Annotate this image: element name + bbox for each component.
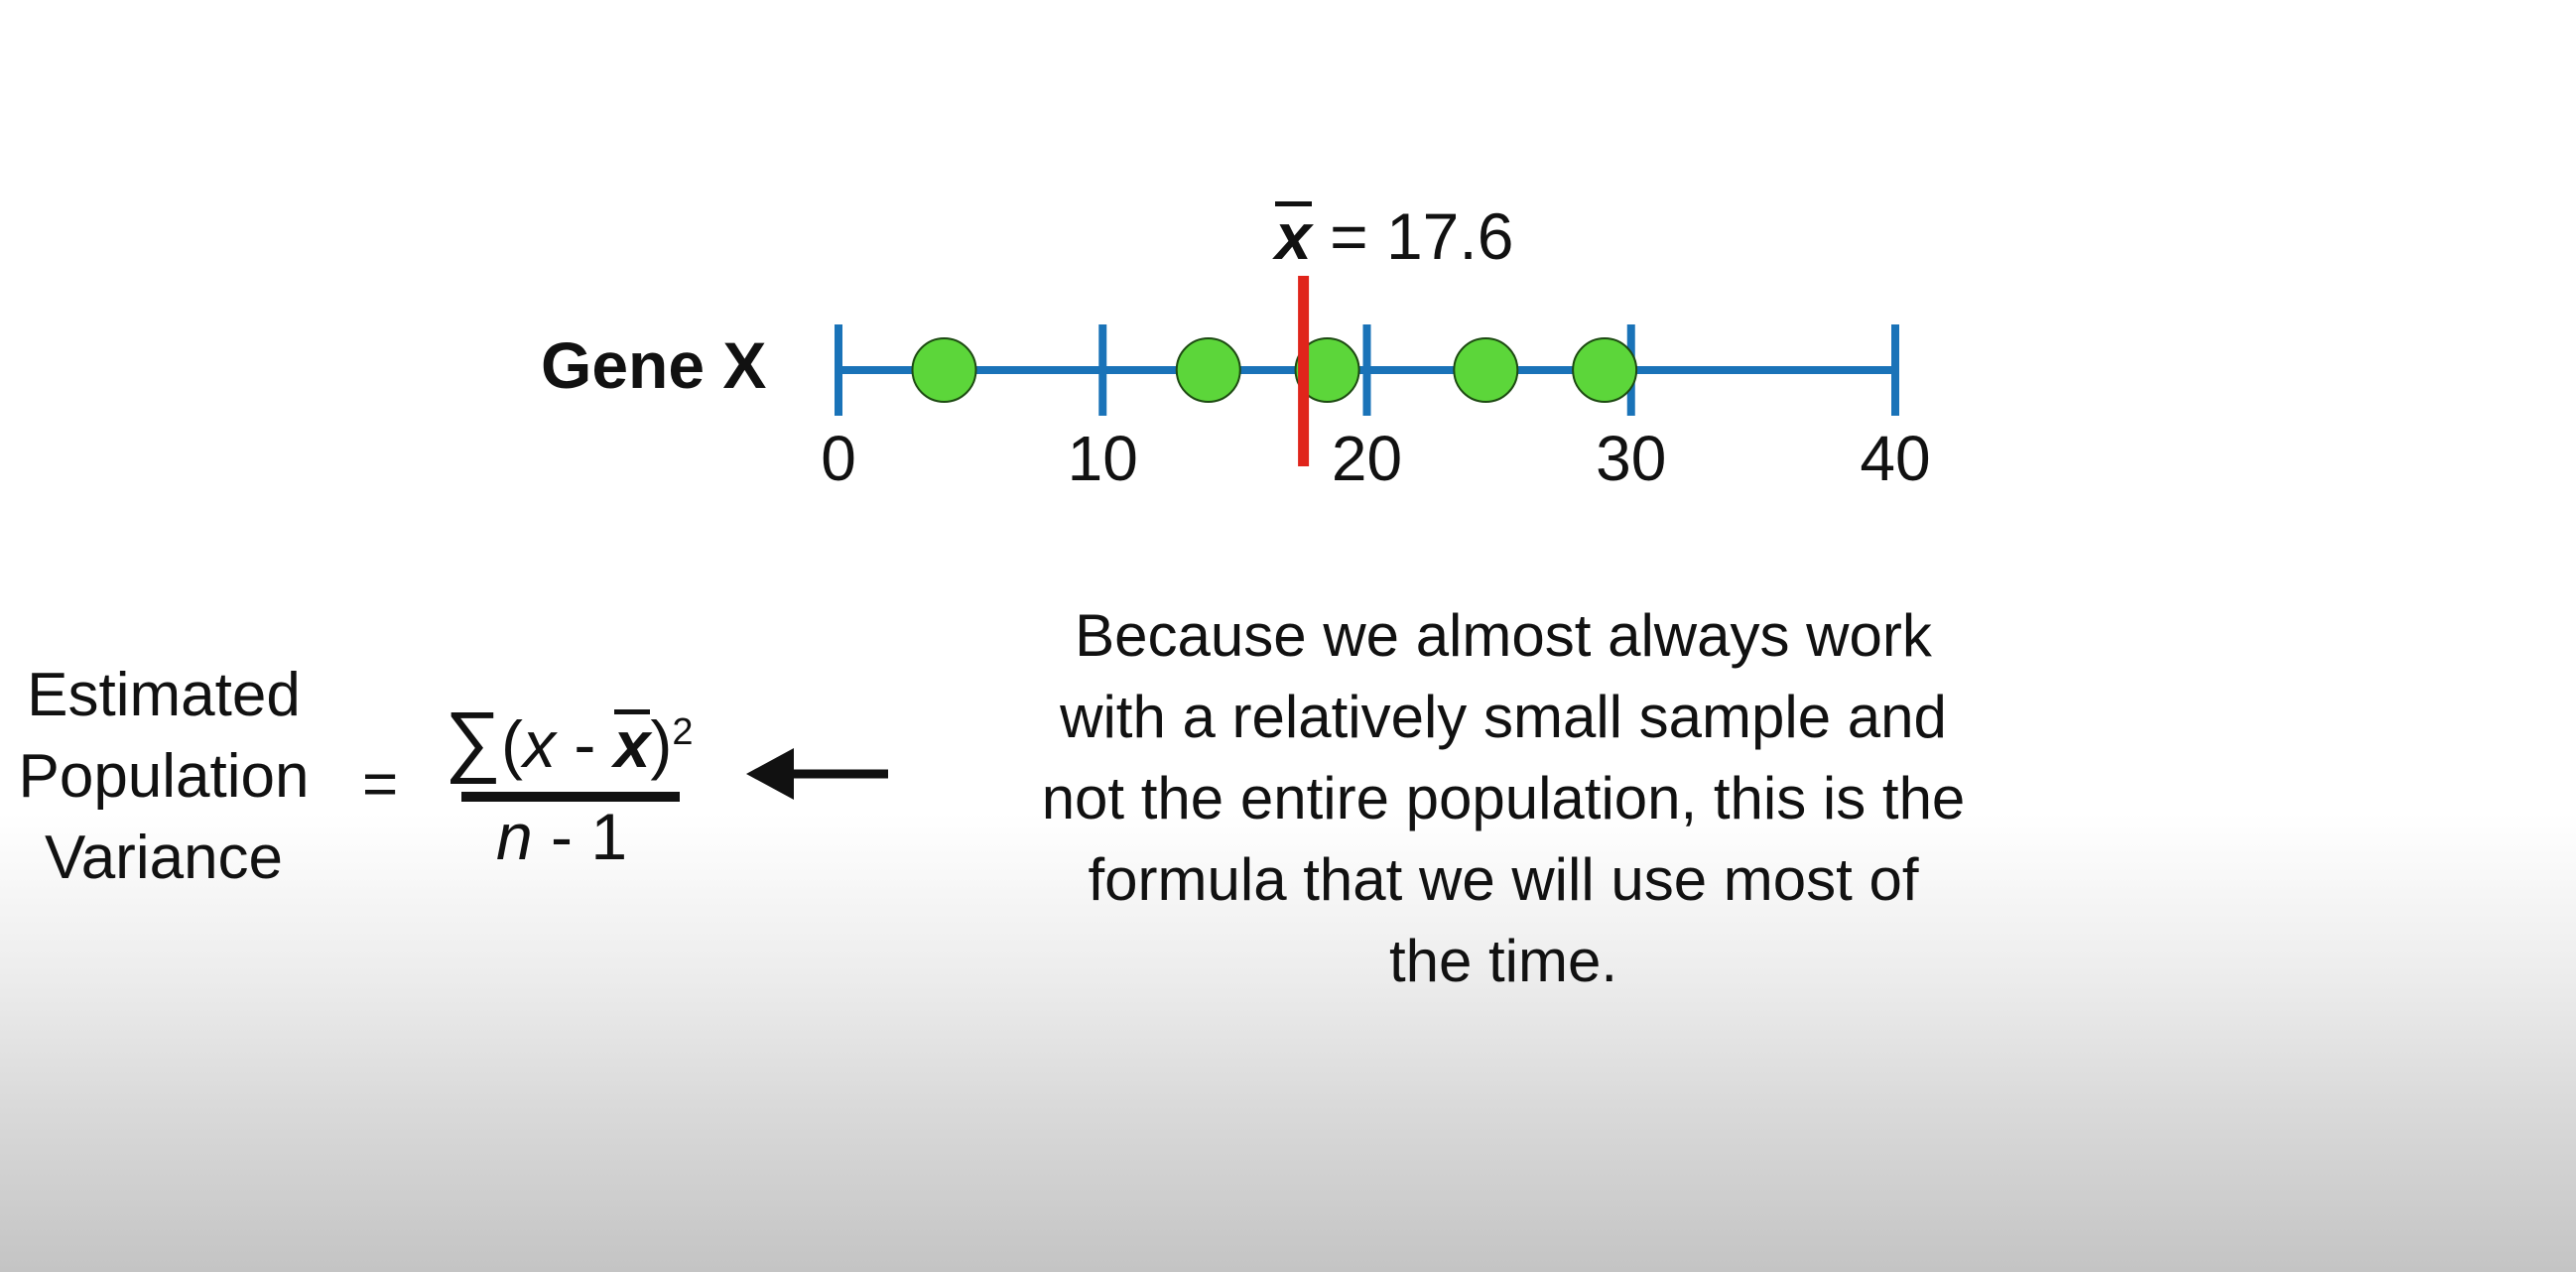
left-arrow-icon — [746, 748, 888, 800]
data-point — [1175, 337, 1241, 403]
n-variable: n — [496, 800, 533, 873]
explanation-line: formula that we will use most of — [1088, 846, 1919, 913]
mean-value-text: = 17.6 — [1330, 199, 1514, 273]
lhs-line: Population — [18, 742, 310, 811]
explanation-line: the time. — [1388, 928, 1618, 994]
gene-label: Gene X — [541, 328, 767, 402]
lhs-line: Variance — [44, 824, 284, 892]
explanation-line: with a relatively small sample and — [1060, 684, 1947, 750]
explanation-text: Because we almost always work with a rel… — [893, 595, 2114, 1002]
formula-denominator: n - 1 — [496, 799, 627, 874]
mean-label: x = 17.6 — [1275, 198, 1513, 274]
number-line-axis: 0 10 20 30 40 — [821, 324, 1931, 494]
minus-sign: - — [556, 707, 614, 781]
formula-lhs: Estimated Population Variance — [0, 655, 327, 899]
tick-label: 40 — [1860, 423, 1930, 494]
x-bar-symbol: x — [613, 707, 651, 781]
sigma-symbol: ∑ — [445, 696, 502, 784]
data-point — [1294, 337, 1360, 403]
tick-label: 0 — [821, 423, 856, 494]
denominator-rest: - 1 — [532, 800, 628, 873]
data-point — [911, 337, 977, 403]
data-point — [1453, 337, 1519, 403]
formula-numerator: ∑(x - x)2 — [445, 695, 694, 786]
exponent: 2 — [672, 711, 694, 753]
tick-label: 20 — [1332, 423, 1402, 494]
equals-sign: = — [362, 750, 399, 819]
open-paren: ( — [501, 707, 524, 781]
data-points — [911, 337, 1638, 403]
x-bar-symbol: x — [1275, 199, 1312, 273]
fraction-bar — [461, 792, 680, 802]
x-variable: x — [523, 707, 557, 781]
tick-label: 10 — [1068, 423, 1138, 494]
lhs-line: Estimated — [27, 661, 301, 729]
tick-label: 30 — [1596, 423, 1666, 494]
explanation-line: not the entire population, this is the — [1041, 765, 1966, 831]
explanation-line: Because we almost always work — [1075, 602, 1932, 669]
data-point — [1572, 337, 1638, 403]
close-paren: ) — [650, 707, 673, 781]
